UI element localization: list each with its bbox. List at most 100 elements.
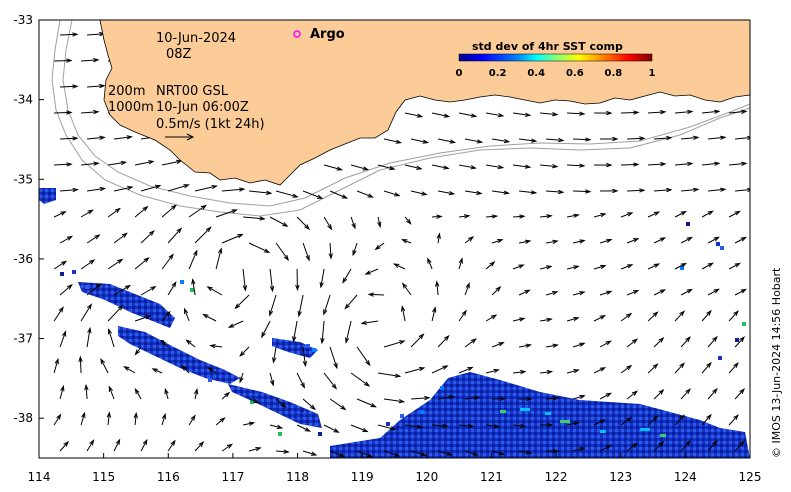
current-vector [627,189,645,192]
sst-pixel [278,432,282,436]
lat-tick-label: -37 [13,332,33,346]
current-vector [675,110,693,114]
current-vector [248,398,259,404]
sst-pixel [716,242,720,246]
current-vector-head [473,395,481,401]
current-vector-head [99,186,107,192]
current-vector [323,216,332,230]
current-vector-head [476,190,483,195]
current-vector [323,294,331,315]
current-vector [401,306,406,322]
current-vector [181,365,190,374]
current-vector [458,366,473,374]
current-vector-head [148,230,155,236]
legend-title: std dev of 4hr SST comp [472,40,623,53]
current-vector [653,337,664,348]
current-vector-head [658,336,665,343]
lat-tick-label: -36 [13,252,33,266]
current-vector [648,163,666,166]
current-vector [410,138,428,144]
current-vector-head [443,334,450,341]
hour-label: 08Z [166,47,192,62]
current-vector [708,188,726,192]
current-vector [674,415,685,426]
current-vector-head [679,310,686,317]
current-vector-head [627,264,634,269]
current-vector-head [461,309,467,316]
current-vector-head [498,342,505,347]
current-vector-head [631,442,639,448]
current-vector-head [66,235,74,241]
current-vector [87,136,105,140]
current-vector [356,450,372,458]
current-vector [491,286,501,296]
current-vector [620,417,632,426]
current-vector [518,344,531,348]
current-vector-head [524,239,532,244]
current-vector [53,414,61,426]
current-vector [86,234,100,244]
current-vector [566,317,579,322]
current-vector [134,257,149,270]
current-vector-head [600,264,607,270]
current-vector [572,239,585,244]
current-vector-head [93,161,100,166]
current-vector [464,236,474,244]
sst-pixel [742,322,746,326]
sst-pixel [420,410,424,414]
current-vector [626,338,638,348]
lon-tick-label: 118 [286,470,309,484]
current-vector [80,304,92,322]
current-vector [80,412,86,426]
sst-patch-south-east [330,372,750,458]
lon-tick-label: 124 [674,470,697,484]
sst-patch-band-3 [228,384,322,428]
current-vector-head [446,451,453,456]
current-vector-head [734,210,741,216]
current-vector [593,265,606,270]
current-vector-head [573,213,580,218]
current-vector-head [165,310,171,317]
current-vector-head [489,261,496,267]
current-vector-head [117,304,124,311]
current-vector-head [114,207,121,213]
current-vector [513,164,530,168]
current-vector [59,331,67,348]
sst-pixel-high [500,410,506,413]
current-vector [86,283,102,296]
current-vector-head [81,411,86,419]
legend-tick-label: 0.8 [605,68,623,79]
current-vector [107,259,123,270]
current-vector [350,164,368,171]
current-vector [573,190,591,193]
current-vector-head [292,193,299,198]
current-vector [296,424,310,432]
current-vector-head [399,340,406,345]
current-vector [492,190,509,194]
legend-ticks: 0 0.2 0.4 0.6 0.8 1 [456,68,656,79]
current-vector-head [344,303,350,310]
current-vector [459,424,473,427]
current-vector [404,367,425,374]
current-vector-head [626,364,633,371]
current-vector [210,345,223,348]
current-vector [621,163,639,166]
current-vector [512,264,524,270]
current-vector [464,338,477,348]
current-vector-head [633,110,640,115]
current-vector [513,371,526,374]
current-vector-head [631,338,639,344]
current-vector [100,358,109,374]
current-vector-head [341,194,349,199]
current-vector [432,424,448,427]
sst-pixel-high [640,428,650,431]
current-vector-head [253,398,260,404]
current-vector [54,111,72,114]
current-vector-head [573,316,580,322]
current-vector-head [62,330,67,337]
current-vector [540,164,558,168]
current-vector [53,261,67,270]
current-vector [113,233,127,244]
current-vector [207,286,223,296]
current-vector-head [693,187,700,192]
